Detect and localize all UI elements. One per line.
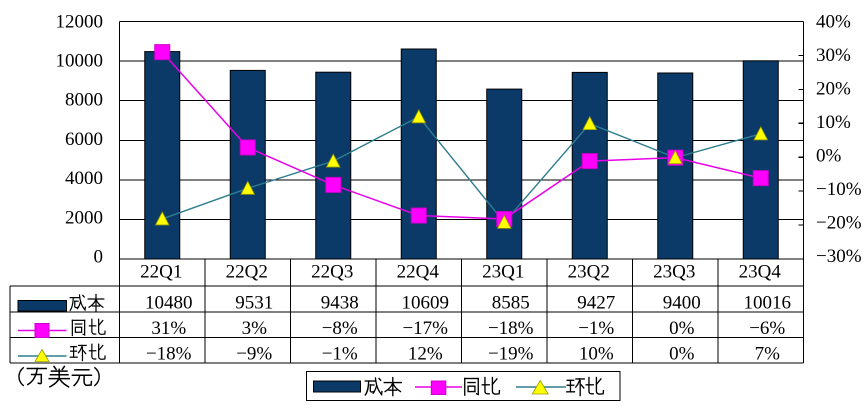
svg-text:9438: 9438	[321, 293, 359, 314]
svg-text:8585: 8585	[492, 293, 530, 314]
svg-text:0%: 0%	[669, 344, 695, 365]
svg-text:4000: 4000	[65, 168, 103, 189]
svg-text:−18%: −18%	[488, 318, 534, 339]
svg-text:−17%: −17%	[402, 318, 448, 339]
svg-text:22Q2: 22Q2	[226, 262, 268, 283]
svg-text:8000: 8000	[65, 90, 103, 111]
svg-text:23Q4: 23Q4	[739, 262, 782, 283]
svg-text:10%: 10%	[816, 112, 851, 133]
svg-text:−6%: −6%	[749, 318, 785, 339]
svg-text:−10%: −10%	[816, 179, 862, 200]
svg-text:−20%: −20%	[816, 212, 862, 233]
svg-text:2000: 2000	[65, 207, 103, 228]
svg-text:23Q1: 23Q1	[482, 262, 524, 283]
svg-text:9400: 9400	[663, 293, 701, 314]
svg-text:20%: 20%	[816, 78, 851, 99]
svg-text:−1%: −1%	[578, 318, 614, 339]
svg-text:0: 0	[94, 247, 104, 268]
svg-text:22Q1: 22Q1	[140, 262, 182, 283]
svg-text:10000: 10000	[56, 51, 104, 72]
svg-text:31%: 31%	[151, 318, 186, 339]
svg-text:10016: 10016	[744, 293, 792, 314]
svg-text:6000: 6000	[65, 129, 103, 150]
svg-text:23Q3: 23Q3	[653, 262, 695, 283]
svg-text:−9%: −9%	[236, 344, 272, 365]
svg-text:10480: 10480	[145, 293, 193, 314]
svg-text:23Q2: 23Q2	[568, 262, 610, 283]
svg-text:7%: 7%	[755, 344, 781, 365]
svg-text:−8%: −8%	[322, 318, 358, 339]
svg-text:9427: 9427	[577, 293, 615, 314]
svg-text:0%: 0%	[669, 318, 695, 339]
svg-text:−30%: −30%	[816, 246, 862, 267]
svg-text:30%: 30%	[816, 45, 851, 66]
svg-text:3%: 3%	[242, 318, 268, 339]
svg-text:12000: 12000	[56, 11, 104, 32]
svg-text:10%: 10%	[579, 344, 614, 365]
svg-text:−19%: −19%	[488, 344, 534, 365]
svg-text:−1%: −1%	[322, 344, 358, 365]
svg-text:12%: 12%	[408, 344, 443, 365]
svg-text:−18%: −18%	[146, 344, 192, 365]
svg-text:9531: 9531	[235, 293, 273, 314]
svg-text:40%: 40%	[816, 11, 851, 32]
svg-text:22Q3: 22Q3	[311, 262, 353, 283]
svg-text:0%: 0%	[816, 145, 842, 166]
svg-text:10609: 10609	[402, 293, 450, 314]
svg-text:22Q4: 22Q4	[397, 262, 440, 283]
